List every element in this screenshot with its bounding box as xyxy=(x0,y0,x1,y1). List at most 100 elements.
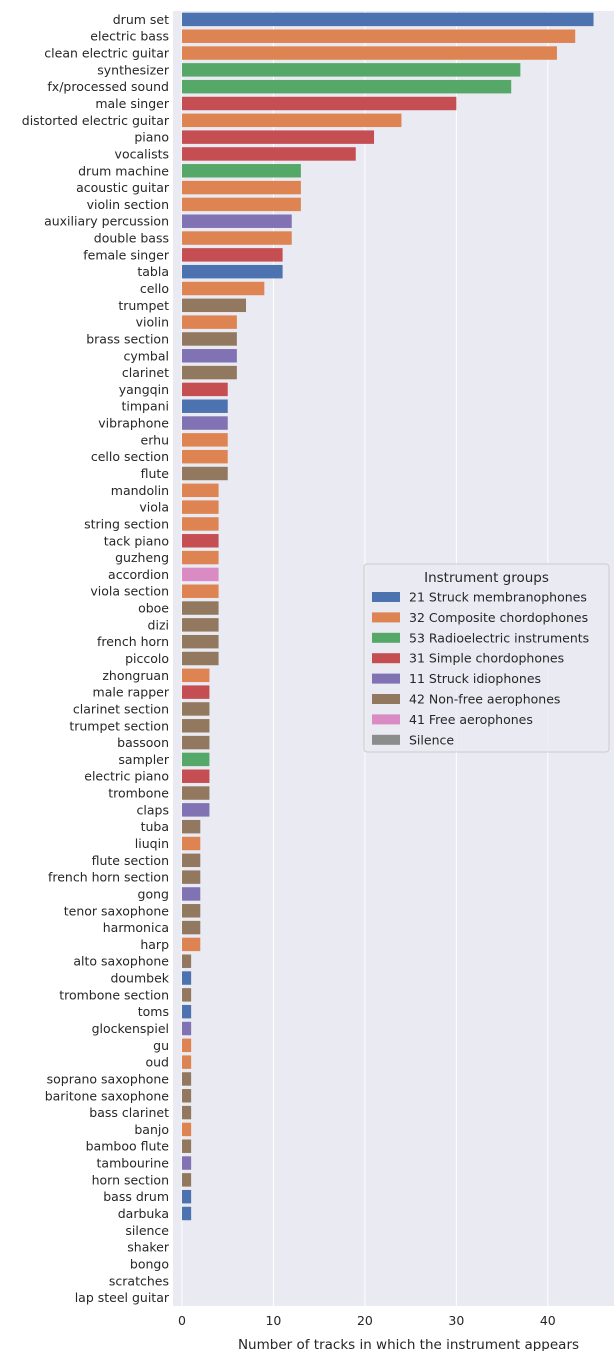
legend-title: Instrument groups xyxy=(424,570,549,586)
bar-french-horn xyxy=(182,634,219,649)
y-tick-label-oboe: oboe xyxy=(138,601,169,616)
bar-toms xyxy=(182,1004,192,1019)
bar-electric-piano xyxy=(182,769,210,783)
y-tick-label-tabla: tabla xyxy=(137,264,169,279)
bar-drum-machine xyxy=(182,164,301,178)
y-tick-label-clean-electric-guitar: clean electric guitar xyxy=(44,46,170,61)
y-tick-label-yangqin: yangqin xyxy=(119,382,169,397)
legend-swatch-g31 xyxy=(372,653,400,664)
y-tick-label-drum-machine: drum machine xyxy=(78,163,169,178)
y-tick-label-shaker: shaker xyxy=(127,1240,170,1255)
x-tick-label-20: 20 xyxy=(357,1313,373,1328)
y-tick-label-electric-bass: electric bass xyxy=(90,29,169,44)
legend-label-g41: 41 Free aerophones xyxy=(409,712,533,727)
bar-tenor-saxophone xyxy=(182,904,201,918)
y-tick-label-clarinet-section: clarinet section xyxy=(73,701,169,716)
y-tick-label-auxiliary-percussion: auxiliary percussion xyxy=(44,214,169,229)
y-tick-label-bongo: bongo xyxy=(130,1256,169,1271)
y-tick-label-baritone-saxophone: baritone saxophone xyxy=(45,1088,170,1103)
bar-drum-set xyxy=(182,12,594,27)
bar-distorted-electric-guitar xyxy=(182,113,402,128)
y-tick-label-male-rapper: male rapper xyxy=(93,685,170,700)
y-tick-label-bassoon: bassoon xyxy=(117,735,169,750)
bar-harmonica xyxy=(182,920,201,935)
y-tick-label-cello-section: cello section xyxy=(91,449,169,464)
bar-sampler xyxy=(182,752,210,767)
legend-swatch-g53 xyxy=(372,632,400,643)
y-tick-label-harmonica: harmonica xyxy=(103,920,169,935)
bar-trumpet xyxy=(182,298,247,313)
y-tick-label-cello: cello xyxy=(140,281,169,296)
y-tick-label-trumpet: trumpet xyxy=(118,298,169,313)
bar-cello xyxy=(182,281,265,296)
bar-male-rapper xyxy=(182,685,210,699)
y-tick-label-bass-clarinet: bass clarinet xyxy=(89,1105,169,1120)
legend-swatch-g11 xyxy=(372,673,400,684)
legend-label-g31: 31 Simple chordophones xyxy=(409,651,564,666)
y-tick-label-vibraphone: vibraphone xyxy=(98,416,169,431)
legend-swatch-g41 xyxy=(372,714,400,725)
y-tick-label-harp: harp xyxy=(140,937,169,952)
y-tick-label-string-section: string section xyxy=(84,516,169,531)
y-tick-label-horn-section: horn section xyxy=(92,1172,169,1187)
y-tick-label-scratches: scratches xyxy=(109,1273,169,1288)
y-tick-label-guzheng: guzheng xyxy=(115,550,169,565)
bar-piano xyxy=(182,130,375,144)
y-tick-label-erhu: erhu xyxy=(141,432,169,447)
y-tick-label-distorted-electric-guitar: distorted electric guitar xyxy=(22,113,170,128)
bar-male-singer xyxy=(182,96,457,111)
legend-label-g11: 11 Struck idiophones xyxy=(409,671,541,686)
legend-label-g53: 53 Radioelectric instruments xyxy=(409,630,589,645)
legend-items: 21 Struck membranophones 32 Composite cho… xyxy=(372,590,589,747)
bar-bass-drum xyxy=(182,1189,192,1204)
y-tick-label-female-singer: female singer xyxy=(83,247,170,262)
bar-accordion xyxy=(182,567,219,582)
legend-label-g32: 32 Composite chordophones xyxy=(409,610,588,625)
bar-synthesizer xyxy=(182,63,521,77)
bar-vibraphone xyxy=(182,416,228,430)
y-tick-label-sampler: sampler xyxy=(118,752,169,767)
x-tick-label-10: 10 xyxy=(265,1313,281,1328)
y-tick-label-trombone-section: trombone section xyxy=(59,987,169,1002)
bar-auxiliary-percussion xyxy=(182,214,292,228)
y-tick-label-darbuka: darbuka xyxy=(118,1206,169,1221)
y-tick-label-french-horn-section: french horn section xyxy=(48,870,169,885)
bar-clean-electric-guitar xyxy=(182,46,557,60)
legend-label-g21: 21 Struck membranophones xyxy=(409,590,587,605)
y-tick-label-soprano-saxophone: soprano saxophone xyxy=(47,1071,170,1086)
bar-glockenspiel xyxy=(182,1021,192,1036)
y-tick-label-violin: violin xyxy=(136,315,169,330)
bar-guzheng xyxy=(182,550,219,565)
y-tick-label-tuba: tuba xyxy=(141,819,169,834)
y-tick-label-alto-saxophone: alto saxophone xyxy=(73,954,169,969)
y-tick-label-doumbek: doumbek xyxy=(110,971,169,986)
y-tick-label-zhongruan: zhongruan xyxy=(102,668,169,683)
bar-bamboo-flute xyxy=(182,1139,192,1153)
bar-mandolin xyxy=(182,483,219,498)
x-axis-label: Number of tracks in which the instrument… xyxy=(238,1337,579,1351)
y-tick-label-viola-section: viola section xyxy=(90,584,169,599)
y-tick-label-synthesizer: synthesizer xyxy=(97,62,170,77)
bar-vocalists xyxy=(182,147,356,161)
bar-fx-processed-sound xyxy=(182,79,512,94)
y-tick-label-lap-steel-guitar: lap steel guitar xyxy=(75,1290,170,1305)
y-tick-label-violin-section: violin section xyxy=(87,197,169,212)
y-tick-label-silence: silence xyxy=(125,1223,169,1238)
bar-acoustic-guitar xyxy=(182,180,301,195)
bar-banjo xyxy=(182,1122,192,1137)
bar-doumbek xyxy=(182,971,192,985)
x-tick-label-40: 40 xyxy=(540,1313,556,1328)
y-tick-label-clarinet: clarinet xyxy=(122,365,169,380)
bar-female-singer xyxy=(182,248,283,262)
bar-violin xyxy=(182,315,237,329)
y-tick-label-gong: gong xyxy=(138,886,169,901)
y-tick-label-tambourine: tambourine xyxy=(97,1156,170,1171)
y-tick-label-piccolo: piccolo xyxy=(125,651,169,666)
legend-swatch-g42 xyxy=(372,694,400,704)
y-tick-label-tenor-saxophone: tenor saxophone xyxy=(64,903,170,918)
bar-flute-section xyxy=(182,853,201,868)
bar-bass-clarinet xyxy=(182,1105,192,1120)
bar-zhongruan xyxy=(182,668,210,683)
y-tick-label-tack-piano: tack piano xyxy=(104,533,169,548)
